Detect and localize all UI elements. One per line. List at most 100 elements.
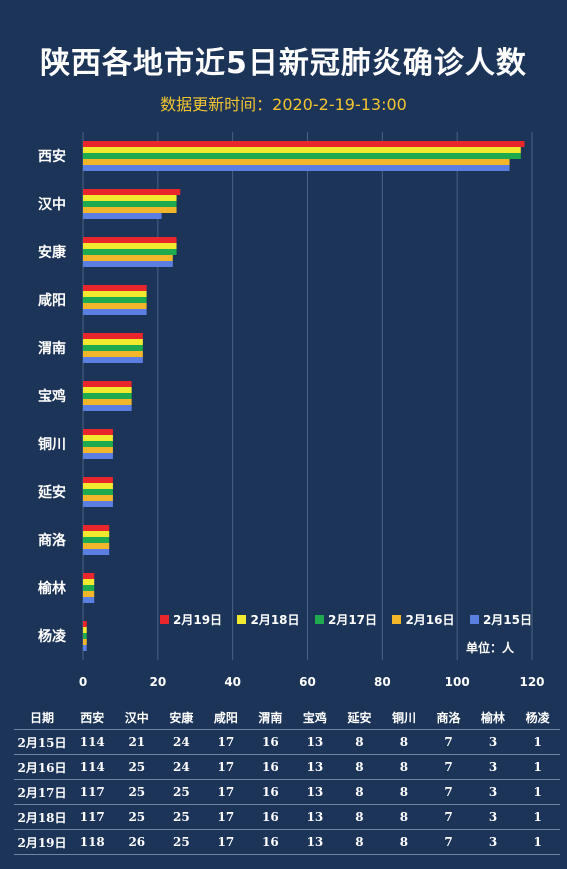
legend-label: 2月15日 [482, 613, 532, 627]
table-cell: 17 [217, 760, 235, 774]
table-cell: 114 [79, 735, 105, 749]
bar [83, 549, 110, 555]
x-tick-label: 20 [149, 675, 166, 689]
table-row: 2月17日 117 25 25 17 16 13 8 8 7 3 1 [14, 780, 560, 805]
legend-label: 2月17日 [327, 613, 378, 627]
table-date-cell: 2月16日 [17, 760, 67, 775]
bar [83, 189, 181, 195]
table-cell: 1 [533, 810, 542, 824]
bar [83, 237, 177, 243]
bar [83, 339, 143, 345]
table-cell: 13 [306, 810, 324, 824]
table-header-cell: 咸阳 [213, 710, 238, 725]
table-cell: 8 [399, 810, 409, 824]
table-cell: 21 [128, 735, 146, 749]
table-cell: 16 [262, 760, 279, 774]
table-header-row: 日期 西安 汉中 安康 咸阳 渭南 宝鸡 延安 铜川 商洛 榆林 杨凌 [14, 705, 560, 730]
legend-swatch [392, 615, 402, 624]
table-cell: 26 [128, 835, 146, 849]
table-cell: 8 [355, 785, 364, 799]
table-cell: 7 [444, 785, 453, 799]
table-cell: 7 [444, 760, 453, 774]
table-header-cell: 商洛 [436, 710, 461, 725]
table-cell: 17 [217, 735, 235, 749]
table-cell: 8 [355, 835, 364, 849]
table-header-cell: 西安 [80, 710, 105, 725]
category-label: 商洛 [38, 532, 67, 549]
table-header-cell: 安康 [169, 710, 194, 725]
table-cell: 7 [444, 810, 453, 824]
chart-subtitle: 数据更新时间：2020-2-19-13:00 [160, 95, 407, 114]
table-cell: 8 [355, 735, 364, 749]
unit-label: 单位：人 [466, 641, 515, 655]
table-cell: 7 [444, 735, 453, 749]
bar [83, 531, 110, 537]
table-row: 2月16日 114 25 24 17 16 13 8 8 7 3 1 [14, 755, 560, 780]
table-header-cell: 宝鸡 [302, 710, 327, 725]
bar [83, 207, 177, 213]
table-cell: 1 [533, 735, 542, 749]
table-cell: 16 [262, 785, 279, 799]
bar [83, 195, 177, 201]
bar [83, 399, 132, 405]
table-cell: 3 [488, 810, 498, 824]
bar [83, 153, 521, 159]
table-cell: 13 [306, 835, 324, 849]
table-cell: 25 [128, 760, 146, 774]
table-cell: 114 [79, 760, 105, 774]
bar [83, 213, 162, 219]
bar [83, 345, 143, 351]
bar [83, 453, 113, 459]
table-header-cell: 延安 [347, 710, 372, 725]
table-row: 2月18日 117 25 25 17 16 13 8 8 7 3 1 [14, 805, 560, 830]
legend-item: 2月19日 [160, 611, 222, 628]
table-header-cell: 日期 [29, 710, 54, 725]
table-cell: 3 [488, 735, 498, 749]
bar [83, 627, 87, 633]
table-cell: 8 [399, 785, 409, 799]
legend-label: 2月19日 [173, 613, 223, 627]
table-cell: 24 [172, 760, 190, 774]
table-cell: 16 [262, 735, 279, 749]
category-label: 渭南 [38, 340, 66, 357]
table-cell: 13 [306, 785, 324, 799]
bar [83, 261, 173, 267]
bar [83, 243, 177, 249]
bar [83, 489, 113, 495]
table-header-cell: 杨凌 [525, 710, 550, 725]
bar [83, 381, 132, 387]
table-cell: 25 [172, 785, 190, 799]
bar [83, 543, 110, 549]
bar [83, 387, 132, 393]
table-cell: 17 [217, 785, 235, 799]
table-cell: 8 [399, 835, 409, 849]
bar [83, 165, 510, 171]
category-label: 汉中 [38, 196, 66, 213]
table-date-cell: 2月18日 [17, 810, 67, 825]
bar [83, 405, 132, 411]
table-cell: 7 [444, 835, 453, 849]
table-cell: 1 [533, 835, 542, 849]
chart-title: 陕西各地市近5日新冠肺炎确诊人数 [40, 46, 527, 81]
x-tick-label: 40 [224, 675, 241, 689]
legend-label: 2月18日 [250, 613, 300, 627]
bar [83, 159, 510, 165]
table-date-cell: 2月17日 [17, 785, 67, 800]
bar [83, 597, 95, 603]
bar [83, 297, 147, 303]
chart-legend: 2月19日 2月18日 2月17日 2月16日 2月15日 [160, 611, 532, 628]
table-date-cell: 2月19日 [17, 835, 67, 850]
table-cell: 118 [79, 835, 105, 849]
table-cell: 13 [306, 760, 324, 774]
table-cell: 1 [533, 785, 542, 799]
bar [83, 249, 177, 255]
table-cell: 25 [172, 810, 190, 824]
table-cell: 24 [172, 735, 190, 749]
table-header-cell: 汉中 [124, 710, 149, 725]
bar [83, 141, 525, 147]
bar [83, 591, 95, 597]
table-cell: 3 [488, 785, 498, 799]
bar [83, 525, 110, 531]
table-row: 2月19日 118 26 25 17 16 13 8 8 7 3 1 [14, 830, 560, 855]
category-label: 铜川 [38, 436, 66, 453]
